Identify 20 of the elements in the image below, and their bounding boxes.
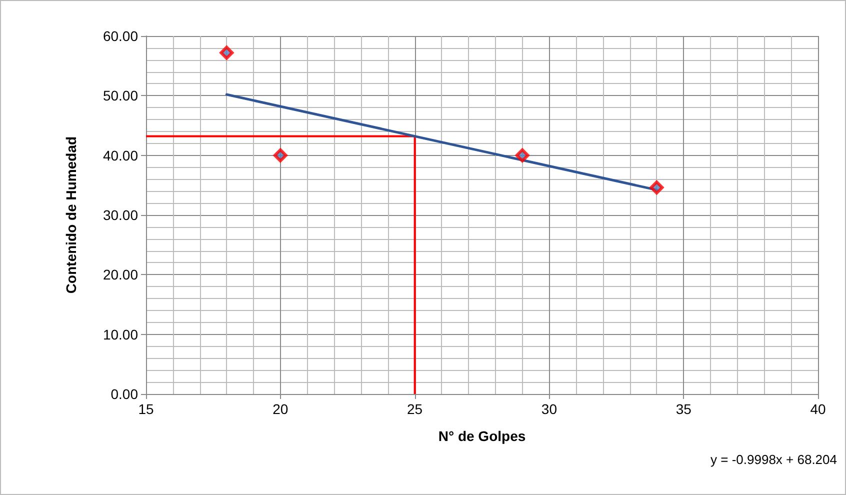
x-tick-label: 40 [810,401,826,417]
x-tick-label: 20 [272,401,288,417]
point [515,148,530,162]
y-tick-label: 10.00 [102,326,138,342]
y-axis-title: Contenido de Humedad [63,136,79,294]
point [273,148,288,162]
y-tick-label: 30.00 [102,207,138,223]
y-tick-label: 20.00 [102,266,138,283]
x-tick-label: 25 [407,401,423,417]
x-tick-label: 15 [138,401,154,417]
y-tick-label: 50.00 [102,88,138,104]
text: y = -0.9998x + 68.204 [710,452,837,467]
x-tick-label: 35 [676,401,692,417]
y-tick-label: 60.00 [102,28,138,44]
y-tick-label: 0.00 [110,386,138,402]
x-tick-label: 30 [541,401,558,417]
y-tick-label: 40.00 [102,147,138,164]
x-axis-title: N° de Golpes [438,428,526,444]
point [220,46,234,60]
point [650,180,664,195]
